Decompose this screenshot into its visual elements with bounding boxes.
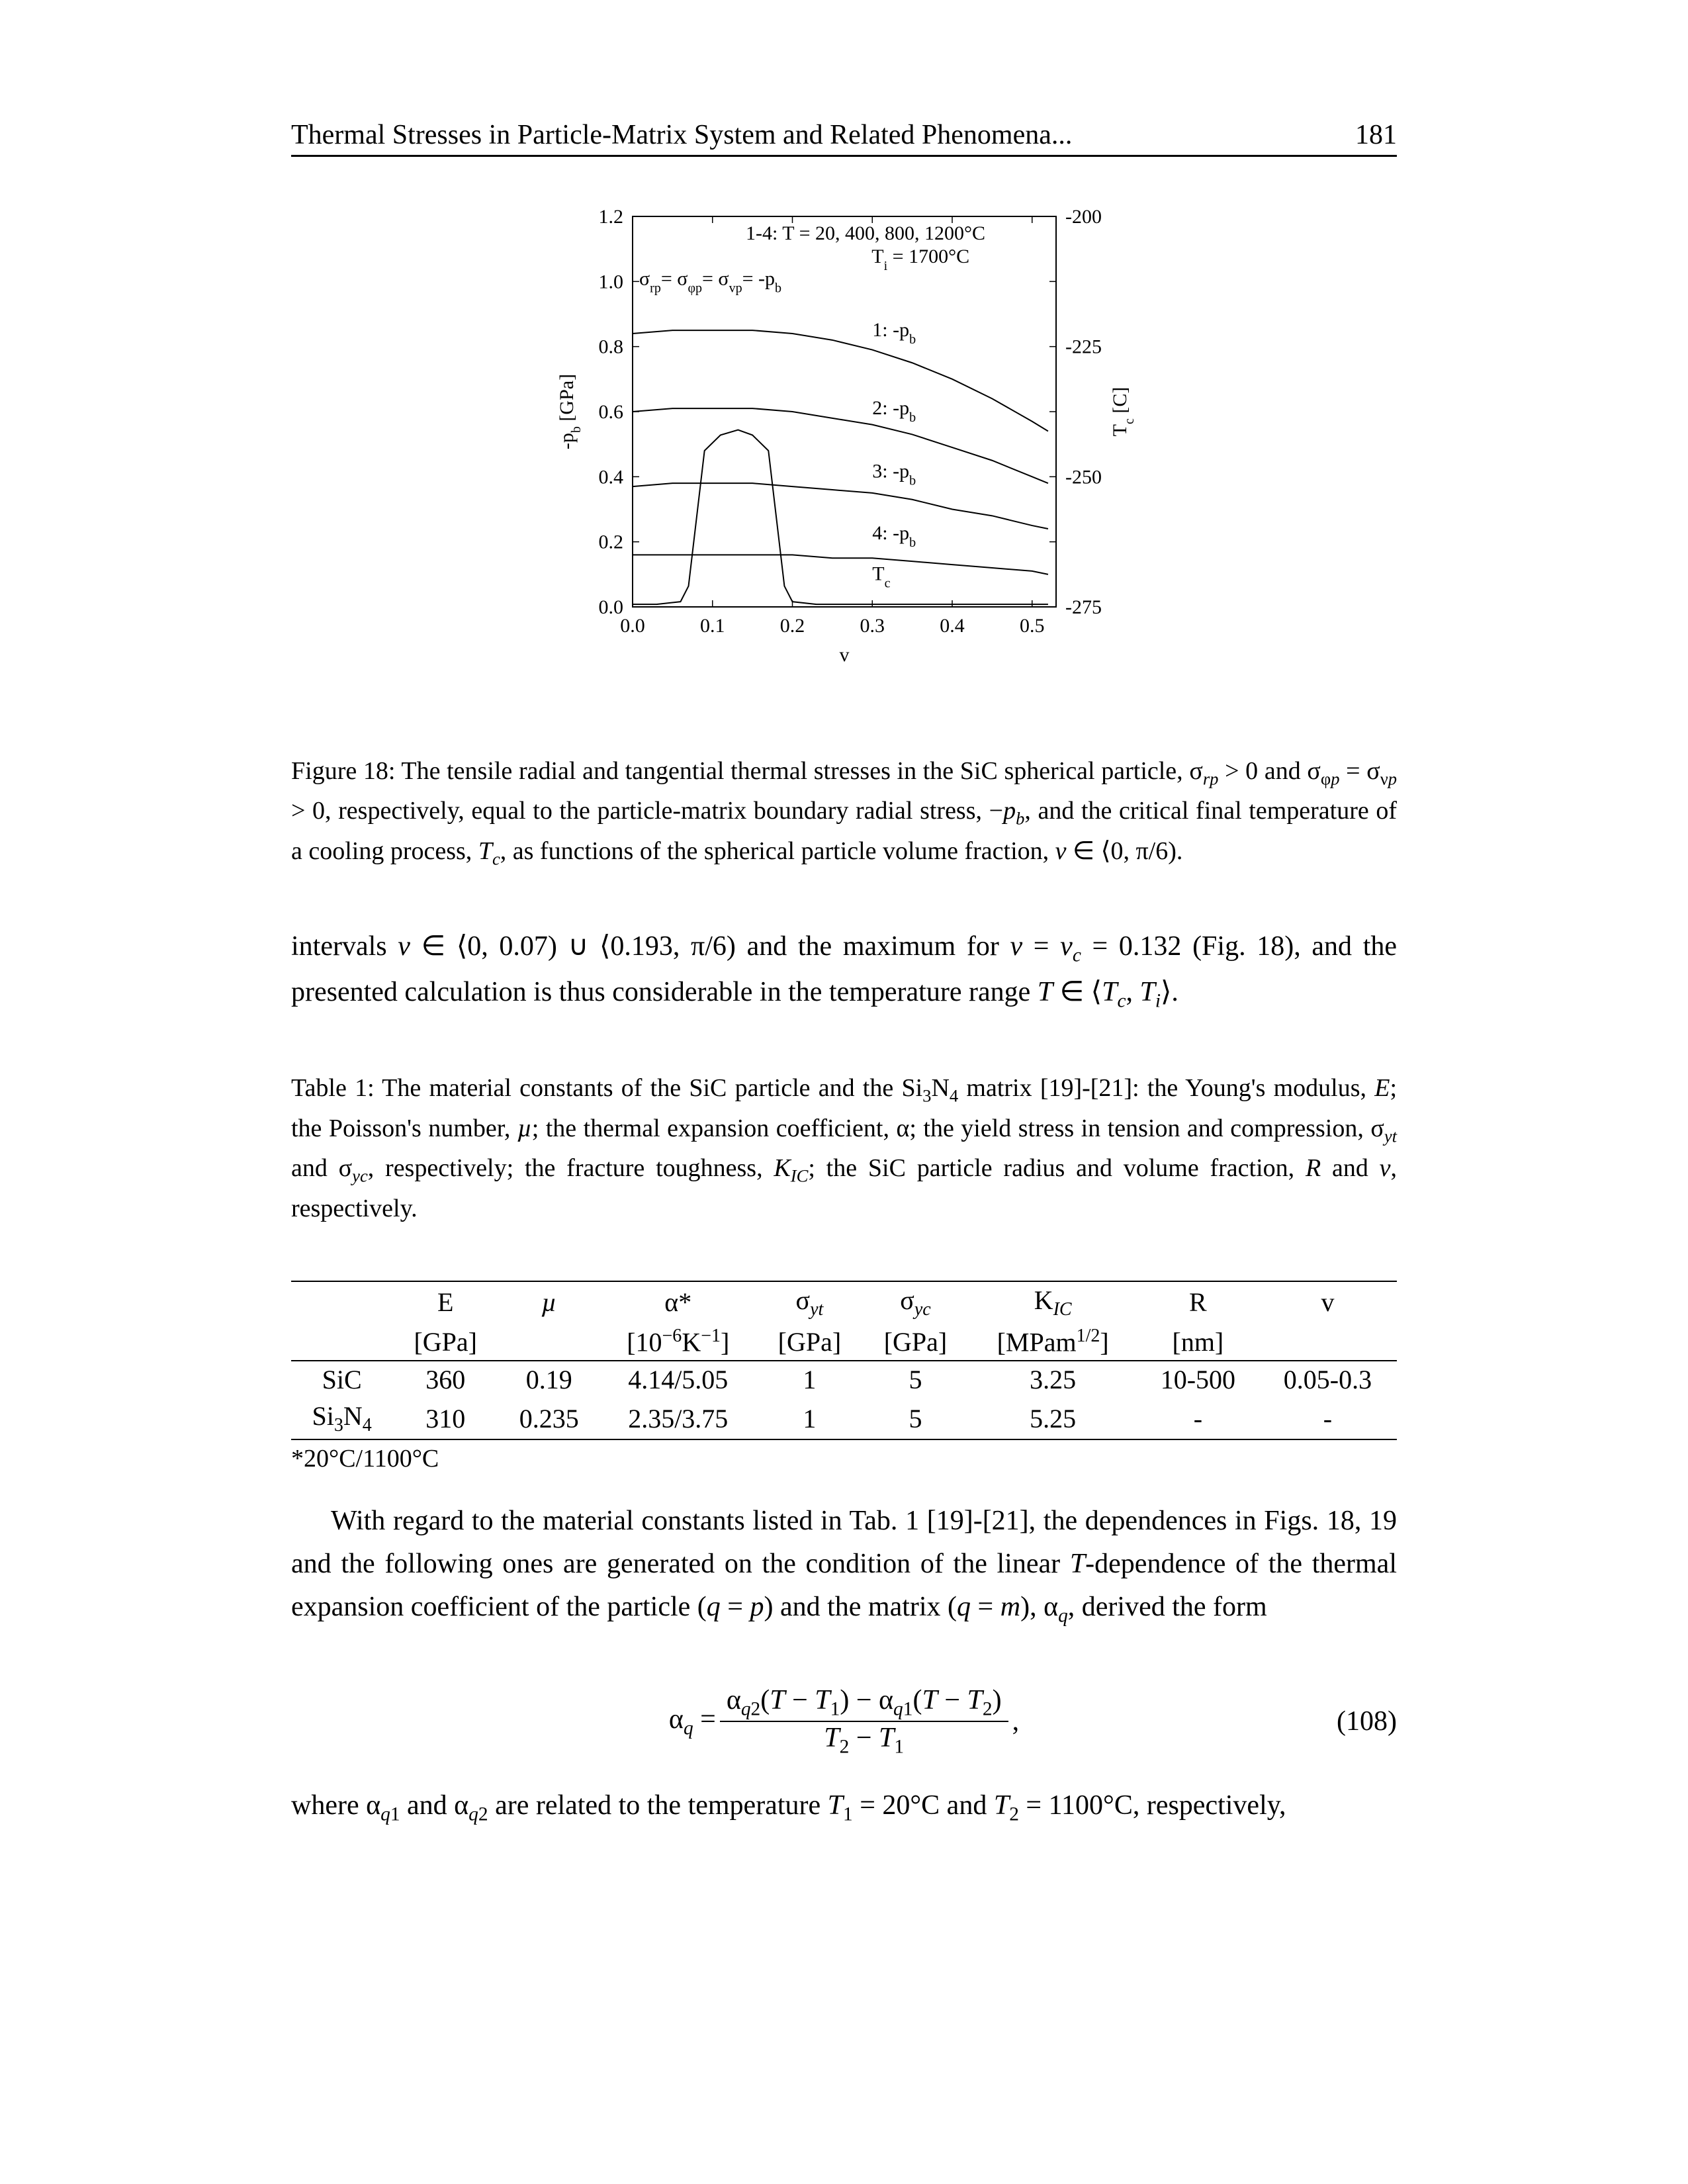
svg-text:0.2: 0.2 [598,531,623,553]
table-cell: 1 [756,1398,862,1439]
table-cell: v [1259,1281,1397,1323]
table-cell: 0.235 [498,1398,600,1439]
svg-text:-200: -200 [1065,206,1102,228]
table-cell: [GPa] [756,1323,862,1361]
svg-text:0.4: 0.4 [940,615,965,637]
svg-text:0.8: 0.8 [598,336,623,358]
caption-text: The tensile radial and tangential therma… [291,757,1397,865]
table-cell: 10-500 [1137,1361,1259,1398]
svg-text:1.0: 1.0 [598,271,623,293]
table-cell: 0.19 [498,1361,600,1398]
table-cell [1259,1323,1397,1361]
table-cell: 5 [862,1398,968,1439]
table-cell: 3.25 [968,1361,1137,1398]
svg-text:0.2: 0.2 [779,615,805,637]
table-cell [291,1281,392,1323]
running-header: Thermal Stresses in Particle-Matrix Syst… [291,119,1397,157]
paragraph-2: With regard to the material constants li… [291,1500,1397,1631]
figure-18-caption: Figure 18: The tensile radial and tangen… [291,752,1397,872]
table-cell: σyt [756,1281,862,1323]
table-cell: 5 [862,1361,968,1398]
eq-number: (108) [1337,1706,1397,1737]
table-cell: [10−6K−1] [600,1323,756,1361]
table-cell: 1 [756,1361,862,1398]
table-cell: 360 [392,1361,498,1398]
chart-svg: 0.0 0.1 0.2 0.3 0.4 0.5 0.0 0.2 0.4 0.6 0.8 1.0 1.2 -… [547,197,1142,673]
table-cell: α* [600,1281,756,1323]
table-cell: 4.14/5.05 [600,1361,756,1398]
equation-108: αq = αq2(T − T1) − αq1(T − T2) T2 − T1 ,… [291,1684,1397,1758]
table-footnote: *20°C/1100°C [291,1444,1397,1473]
table-cell: [GPa] [392,1323,498,1361]
table-cell: σyc [862,1281,968,1323]
table-cell: KIC [968,1281,1137,1323]
table-cell: Si3N4 [291,1398,392,1439]
eq-numerator: αq2(T − T1) − αq1(T − T2) [720,1684,1008,1721]
svg-text:0.4: 0.4 [598,466,623,488]
table-1: Eµα*σytσycKICRv[GPa][10−6K−1][GPa][GPa][… [291,1281,1397,1473]
svg-text:v: v [839,644,849,666]
table-caption-label: Table 1: [291,1074,375,1102]
eq-denominator: T2 − T1 [720,1722,1008,1758]
table-cell: [nm] [1137,1323,1259,1361]
svg-text:0.6: 0.6 [598,401,623,423]
page-number: 181 [1355,119,1397,151]
paragraph-1: intervals v ∈ ⟨0, 0.07) ∪ ⟨0.193, π/6) a… [291,925,1397,1017]
table-cell: 0.05-0.3 [1259,1361,1397,1398]
running-title: Thermal Stresses in Particle-Matrix Syst… [291,119,1072,151]
table-cell: µ [498,1281,600,1323]
table-cell: - [1259,1398,1397,1439]
svg-text:1.2: 1.2 [598,206,623,228]
table-cell: R [1137,1281,1259,1323]
svg-text:-250: -250 [1065,466,1102,488]
table-cell [498,1323,600,1361]
table-cell: [GPa] [862,1323,968,1361]
svg-text:-275: -275 [1065,596,1102,618]
svg-text:0.1: 0.1 [700,615,725,637]
eq-lhs: αq = [669,1704,716,1739]
svg-text:0.0: 0.0 [620,615,645,637]
caption-label: Figure 18: [291,757,395,785]
svg-text:-225: -225 [1065,336,1102,358]
svg-text:0.3: 0.3 [860,615,885,637]
svg-text:0.5: 0.5 [1020,615,1045,637]
svg-text:0.0: 0.0 [598,596,623,618]
table-cell: 310 [392,1398,498,1439]
eq-fraction: αq2(T − T1) − αq1(T − T2) T2 − T1 [720,1684,1008,1758]
table-cell: - [1137,1398,1259,1439]
svg-text:Tc [C]: Tc [C] [1109,387,1137,437]
table-caption-text: The material constants of the SiC partic… [291,1074,1397,1222]
paragraph-3: where αq1 and αq2 are related to the tem… [291,1784,1397,1830]
svg-text:1-4: T = 20, 400, 800, 1200°C: 1-4: T = 20, 400, 800, 1200°C [746,222,985,244]
figure-18-chart: 0.0 0.1 0.2 0.3 0.4 0.5 0.0 0.2 0.4 0.6 0.8 1.0 1.2 -… [291,197,1397,673]
table-cell: 2.35/3.75 [600,1398,756,1439]
table-cell: E [392,1281,498,1323]
table-cell: 5.25 [968,1398,1137,1439]
table-cell: SiC [291,1361,392,1398]
table-cell [291,1323,392,1361]
svg-text:-pb [GPa]: -pb [GPa] [556,374,584,449]
table-1-caption: Table 1: The material constants of the S… [291,1069,1397,1227]
eq-comma: , [1012,1706,1020,1737]
table-cell: [MPam1/2] [968,1323,1137,1361]
